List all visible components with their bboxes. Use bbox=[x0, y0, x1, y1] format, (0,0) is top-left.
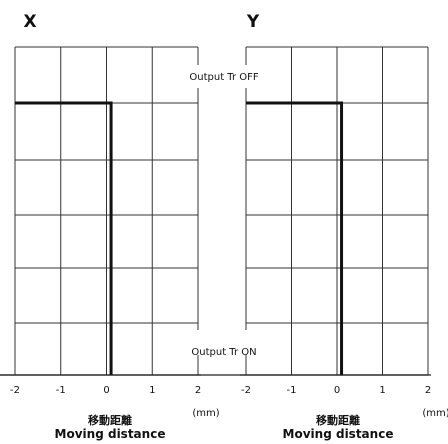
x-axis-label: Moving distance bbox=[283, 427, 394, 441]
output-step-line bbox=[15, 101, 113, 375]
x-tick-label: 0 bbox=[103, 385, 109, 396]
x-tick-label: -1 bbox=[56, 385, 66, 396]
x-tick-label: 1 bbox=[149, 385, 155, 396]
x-tick-label: 2 bbox=[195, 385, 201, 396]
x-tick-label: -2 bbox=[241, 385, 251, 396]
state-label-off: Output Tr OFF bbox=[189, 72, 258, 83]
x-axis-label-japanese: 移動距離 bbox=[316, 413, 360, 427]
state-label-on: Output Tr ON bbox=[191, 347, 256, 358]
chart-title: Y bbox=[246, 12, 260, 32]
x-tick-label: 2 bbox=[425, 385, 431, 396]
x-tick-label: -1 bbox=[287, 385, 297, 396]
x-axis-unit: (mm) bbox=[192, 408, 219, 419]
chart-title: X bbox=[23, 12, 36, 32]
x-axis-unit: (mm) bbox=[422, 408, 448, 419]
output-step-line bbox=[246, 101, 344, 375]
x-tick-label: 0 bbox=[334, 385, 340, 396]
x-tick-label: -2 bbox=[10, 385, 20, 396]
x-axis-label-japanese: 移動距離 bbox=[88, 413, 132, 427]
x-tick-label: 1 bbox=[379, 385, 385, 396]
x-axis-label: Moving distance bbox=[55, 427, 166, 441]
